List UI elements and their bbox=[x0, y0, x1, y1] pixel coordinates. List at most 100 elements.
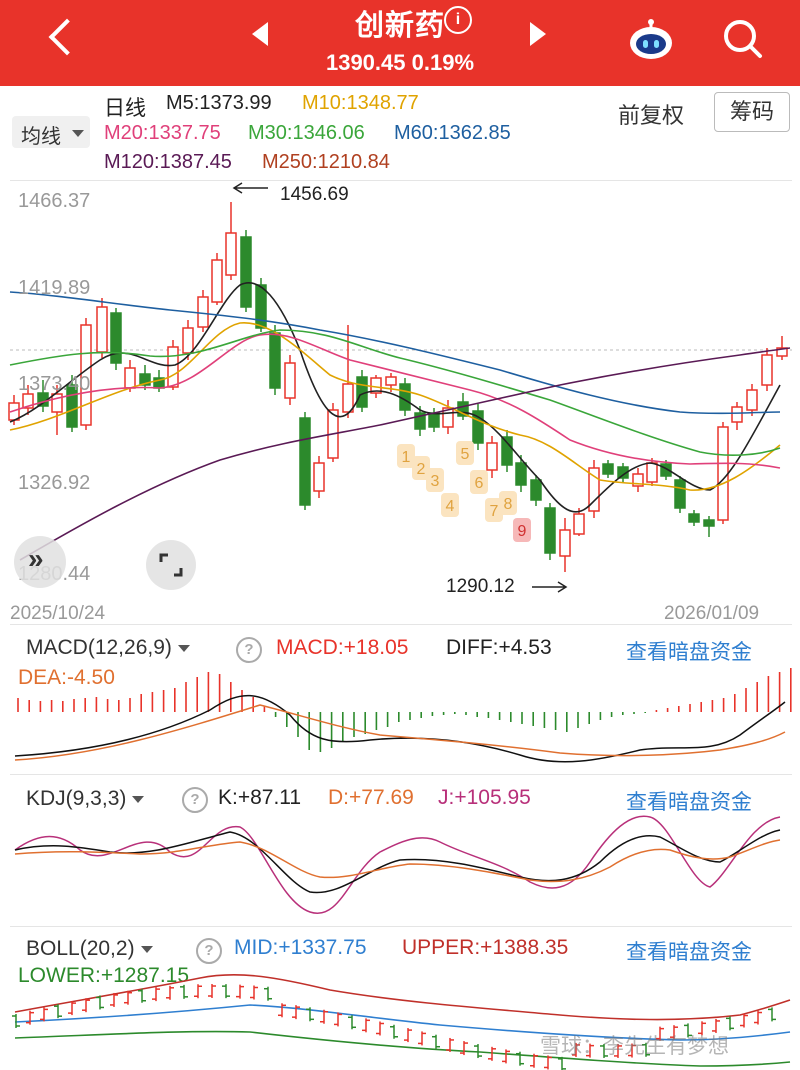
ma5-label: M5:1373.99 bbox=[166, 92, 272, 114]
ma120-label: M120:1387.45 bbox=[104, 151, 232, 173]
boll-selector[interactable]: BOLL(20,2) bbox=[26, 937, 153, 961]
td-count-badge bbox=[513, 518, 531, 542]
search-icon[interactable] bbox=[720, 16, 764, 60]
candle-body bbox=[573, 513, 585, 535]
td-count-badge bbox=[499, 491, 517, 515]
boll-chart bbox=[12, 974, 791, 1070]
high-price-label: 1456.69 bbox=[280, 184, 349, 205]
candle-body bbox=[51, 393, 63, 413]
date-end-label: 2026/01/09 bbox=[664, 603, 760, 624]
prev-icon[interactable] bbox=[252, 22, 268, 46]
boll-upper-value: UPPER:+1388.35 bbox=[402, 936, 569, 959]
candle-body bbox=[80, 324, 92, 426]
divider bbox=[10, 774, 792, 775]
candle-body bbox=[559, 529, 571, 557]
candle-body bbox=[399, 383, 411, 411]
boll-label: BOLL(20,2) bbox=[26, 937, 135, 960]
candle-body bbox=[240, 236, 252, 308]
d-line bbox=[14, 839, 781, 883]
ma10-label: M10:1348.77 bbox=[302, 92, 419, 114]
candle-body bbox=[544, 507, 556, 554]
candle-body bbox=[703, 519, 715, 527]
dea-value: DEA:-4.50 bbox=[18, 666, 115, 689]
search-icon-graphic bbox=[724, 20, 762, 58]
next-icon[interactable] bbox=[530, 22, 546, 46]
dea-line bbox=[14, 704, 786, 761]
adjust-button[interactable]: 前复权 bbox=[618, 103, 685, 128]
robot-icon[interactable] bbox=[626, 16, 676, 60]
candle-body bbox=[66, 384, 78, 428]
price-quote: 1390.45 0.19% bbox=[300, 50, 500, 76]
candle-body bbox=[530, 479, 542, 501]
help-icon[interactable]: ? bbox=[196, 938, 222, 964]
candle-body bbox=[776, 347, 788, 357]
candle-body bbox=[124, 367, 136, 389]
td-count-label: 4 bbox=[446, 498, 455, 515]
k-line bbox=[14, 829, 781, 894]
td-count-label: 6 bbox=[475, 475, 484, 492]
page-title: 创新药 bbox=[354, 10, 445, 42]
td-count-badge bbox=[412, 456, 430, 480]
chevron-down-icon bbox=[72, 130, 84, 137]
candle-body bbox=[688, 513, 700, 523]
dark-pool-link[interactable]: 查看暗盘资金 bbox=[626, 641, 752, 664]
y-tick-label: 1419.89 bbox=[18, 277, 91, 299]
td-count-label: 1 bbox=[402, 449, 411, 466]
candle-body bbox=[731, 406, 743, 423]
divider bbox=[10, 624, 792, 625]
ma20-line bbox=[9, 333, 781, 469]
macd-selector[interactable]: MACD(12,26,9) bbox=[26, 636, 190, 660]
app-header: 创新药 i 1390.45 0.19% bbox=[0, 0, 800, 86]
watermark: 雪球：李先生有梦想 bbox=[540, 1035, 729, 1058]
boll-lower-value: LOWER:+1287.15 bbox=[18, 964, 190, 987]
candle-body bbox=[255, 284, 267, 329]
candle-body bbox=[197, 296, 209, 328]
chevron-down-icon bbox=[177, 644, 190, 652]
boll-mid-line bbox=[14, 1004, 791, 1041]
candle-body bbox=[515, 462, 527, 486]
td-count-badge bbox=[485, 498, 503, 522]
candle-body bbox=[761, 354, 773, 386]
period-label[interactable]: 日线 bbox=[104, 97, 146, 120]
low-price-label: 1290.12 bbox=[446, 576, 515, 597]
candle-body bbox=[182, 327, 194, 354]
boll-mid-value: MID:+1337.75 bbox=[234, 936, 367, 959]
candle-body bbox=[632, 473, 644, 487]
robot-icon-graphic bbox=[630, 19, 672, 59]
candle-body bbox=[284, 362, 296, 399]
td-count-label: 9 bbox=[518, 523, 527, 540]
ma10-line bbox=[9, 322, 781, 491]
y-tick-label: 1466.37 bbox=[18, 190, 91, 212]
j-line bbox=[14, 815, 781, 915]
low-arrow bbox=[532, 581, 568, 593]
kdj-selector[interactable]: KDJ(9,3,3) bbox=[26, 787, 145, 811]
candle-body bbox=[486, 442, 498, 471]
candle-body bbox=[313, 462, 325, 492]
ma-selector[interactable]: 均线 bbox=[12, 116, 90, 148]
back-icon[interactable] bbox=[42, 14, 86, 66]
candle-body bbox=[385, 376, 397, 386]
candle-body bbox=[225, 232, 237, 276]
help-icon[interactable]: ? bbox=[236, 637, 262, 663]
boll-upper-line bbox=[14, 974, 791, 1021]
y-tick-label: 1373.40 bbox=[18, 373, 91, 395]
info-icon[interactable]: i bbox=[444, 6, 472, 34]
help-icon[interactable]: ? bbox=[182, 787, 208, 813]
td-count-label: 2 bbox=[417, 461, 426, 478]
expand-icon[interactable]: » bbox=[14, 536, 66, 588]
change-percent: 0.19% bbox=[411, 50, 475, 75]
td-count-badge bbox=[456, 441, 474, 465]
td-count-badge bbox=[397, 444, 415, 468]
td-count-label: 3 bbox=[431, 473, 440, 490]
y-tick-label: 1326.92 bbox=[18, 472, 91, 494]
candle-body bbox=[110, 312, 122, 364]
chips-button[interactable]: 筹码 bbox=[714, 92, 790, 132]
td-count-label: 5 bbox=[461, 446, 470, 463]
ma5-line bbox=[9, 282, 781, 513]
dark-pool-link[interactable]: 查看暗盘资金 bbox=[626, 941, 752, 964]
candle-body bbox=[342, 383, 354, 413]
dark-pool-link[interactable]: 查看暗盘资金 bbox=[626, 791, 752, 814]
ma250-label: M250:1210.84 bbox=[262, 151, 390, 173]
fullscreen-icon[interactable] bbox=[146, 540, 196, 590]
